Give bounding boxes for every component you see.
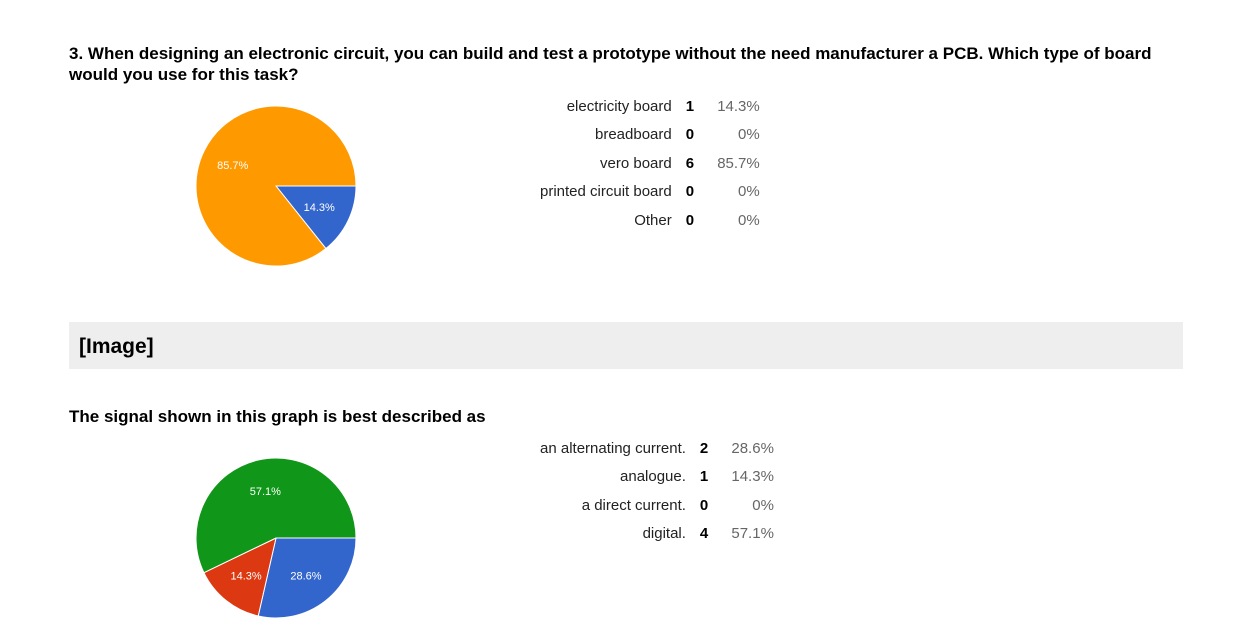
- pie-slice: [203, 537, 277, 617]
- answer-percent: 14.3%: [717, 97, 760, 115]
- answer-count: 0: [685, 126, 695, 144]
- answer-count: 2: [699, 439, 709, 457]
- slice-percent-label: 14.3%: [230, 571, 261, 583]
- answer-count: 1: [699, 468, 709, 486]
- response-row: breadboard 0 0%: [540, 121, 760, 150]
- section-header: [Image]: [69, 322, 1183, 369]
- pie-slice: [195, 105, 357, 267]
- question-title: 3. When designing an electronic circuit,…: [69, 44, 1152, 84]
- pie-slice: [274, 185, 357, 250]
- answer-label: analogue.: [620, 468, 686, 486]
- answer-percent: 85.7%: [717, 154, 760, 172]
- answer-label: a direct current.: [581, 496, 686, 514]
- answer-percent: 0%: [752, 496, 774, 514]
- answer-label: breadboard: [595, 126, 672, 144]
- answer-count: 1: [685, 97, 695, 115]
- response-summary-table: electricity board 1 14.3% breadboard 0 0…: [540, 92, 760, 235]
- response-summary-table: an alternating current. 2 28.6% analogue…: [540, 434, 774, 548]
- answer-count: 4: [699, 525, 709, 543]
- section-title: [Image]: [79, 335, 154, 358]
- answer-percent: 28.6%: [731, 439, 774, 457]
- response-row: electricity board 1 14.3%: [540, 92, 760, 121]
- slice-percent-label: 57.1%: [250, 486, 281, 498]
- slice-percent-label: 14.3%: [304, 202, 335, 214]
- answer-label: an alternating current.: [540, 439, 686, 457]
- answer-percent: 0%: [738, 183, 760, 201]
- pie-slice: [195, 457, 357, 574]
- answer-percent: 57.1%: [731, 525, 774, 543]
- pie-slice: [257, 537, 357, 619]
- response-row: printed circuit board 0 0%: [540, 178, 760, 207]
- answer-label: digital.: [642, 525, 686, 543]
- response-row: Other 0 0%: [540, 206, 760, 235]
- answer-label: electricity board: [566, 97, 672, 115]
- answer-count: 0: [685, 183, 695, 201]
- pie-chart: 14.3% 85.7%: [195, 105, 357, 267]
- response-row: a direct current. 0 0%: [540, 491, 774, 520]
- answer-percent: 14.3%: [731, 468, 774, 486]
- response-row: analogue. 1 14.3%: [540, 463, 774, 492]
- question-title: The signal shown in this graph is best d…: [69, 407, 486, 426]
- answer-percent: 0%: [738, 211, 760, 229]
- answer-label: printed circuit board: [540, 183, 672, 201]
- pie-chart: 28.6% 14.3% 57.1%: [195, 457, 357, 619]
- answer-percent: 0%: [738, 126, 760, 144]
- answer-count: 0: [685, 211, 695, 229]
- answer-count: 6: [685, 154, 695, 172]
- response-row: vero board 6 85.7%: [540, 149, 760, 178]
- response-row: an alternating current. 2 28.6%: [540, 434, 774, 463]
- slice-percent-label: 85.7%: [217, 160, 248, 172]
- answer-count: 0: [699, 496, 709, 514]
- slice-percent-label: 28.6%: [290, 571, 321, 583]
- answer-label: Other: [634, 211, 672, 229]
- response-row: digital. 4 57.1%: [540, 520, 774, 549]
- answer-label: vero board: [600, 154, 672, 172]
